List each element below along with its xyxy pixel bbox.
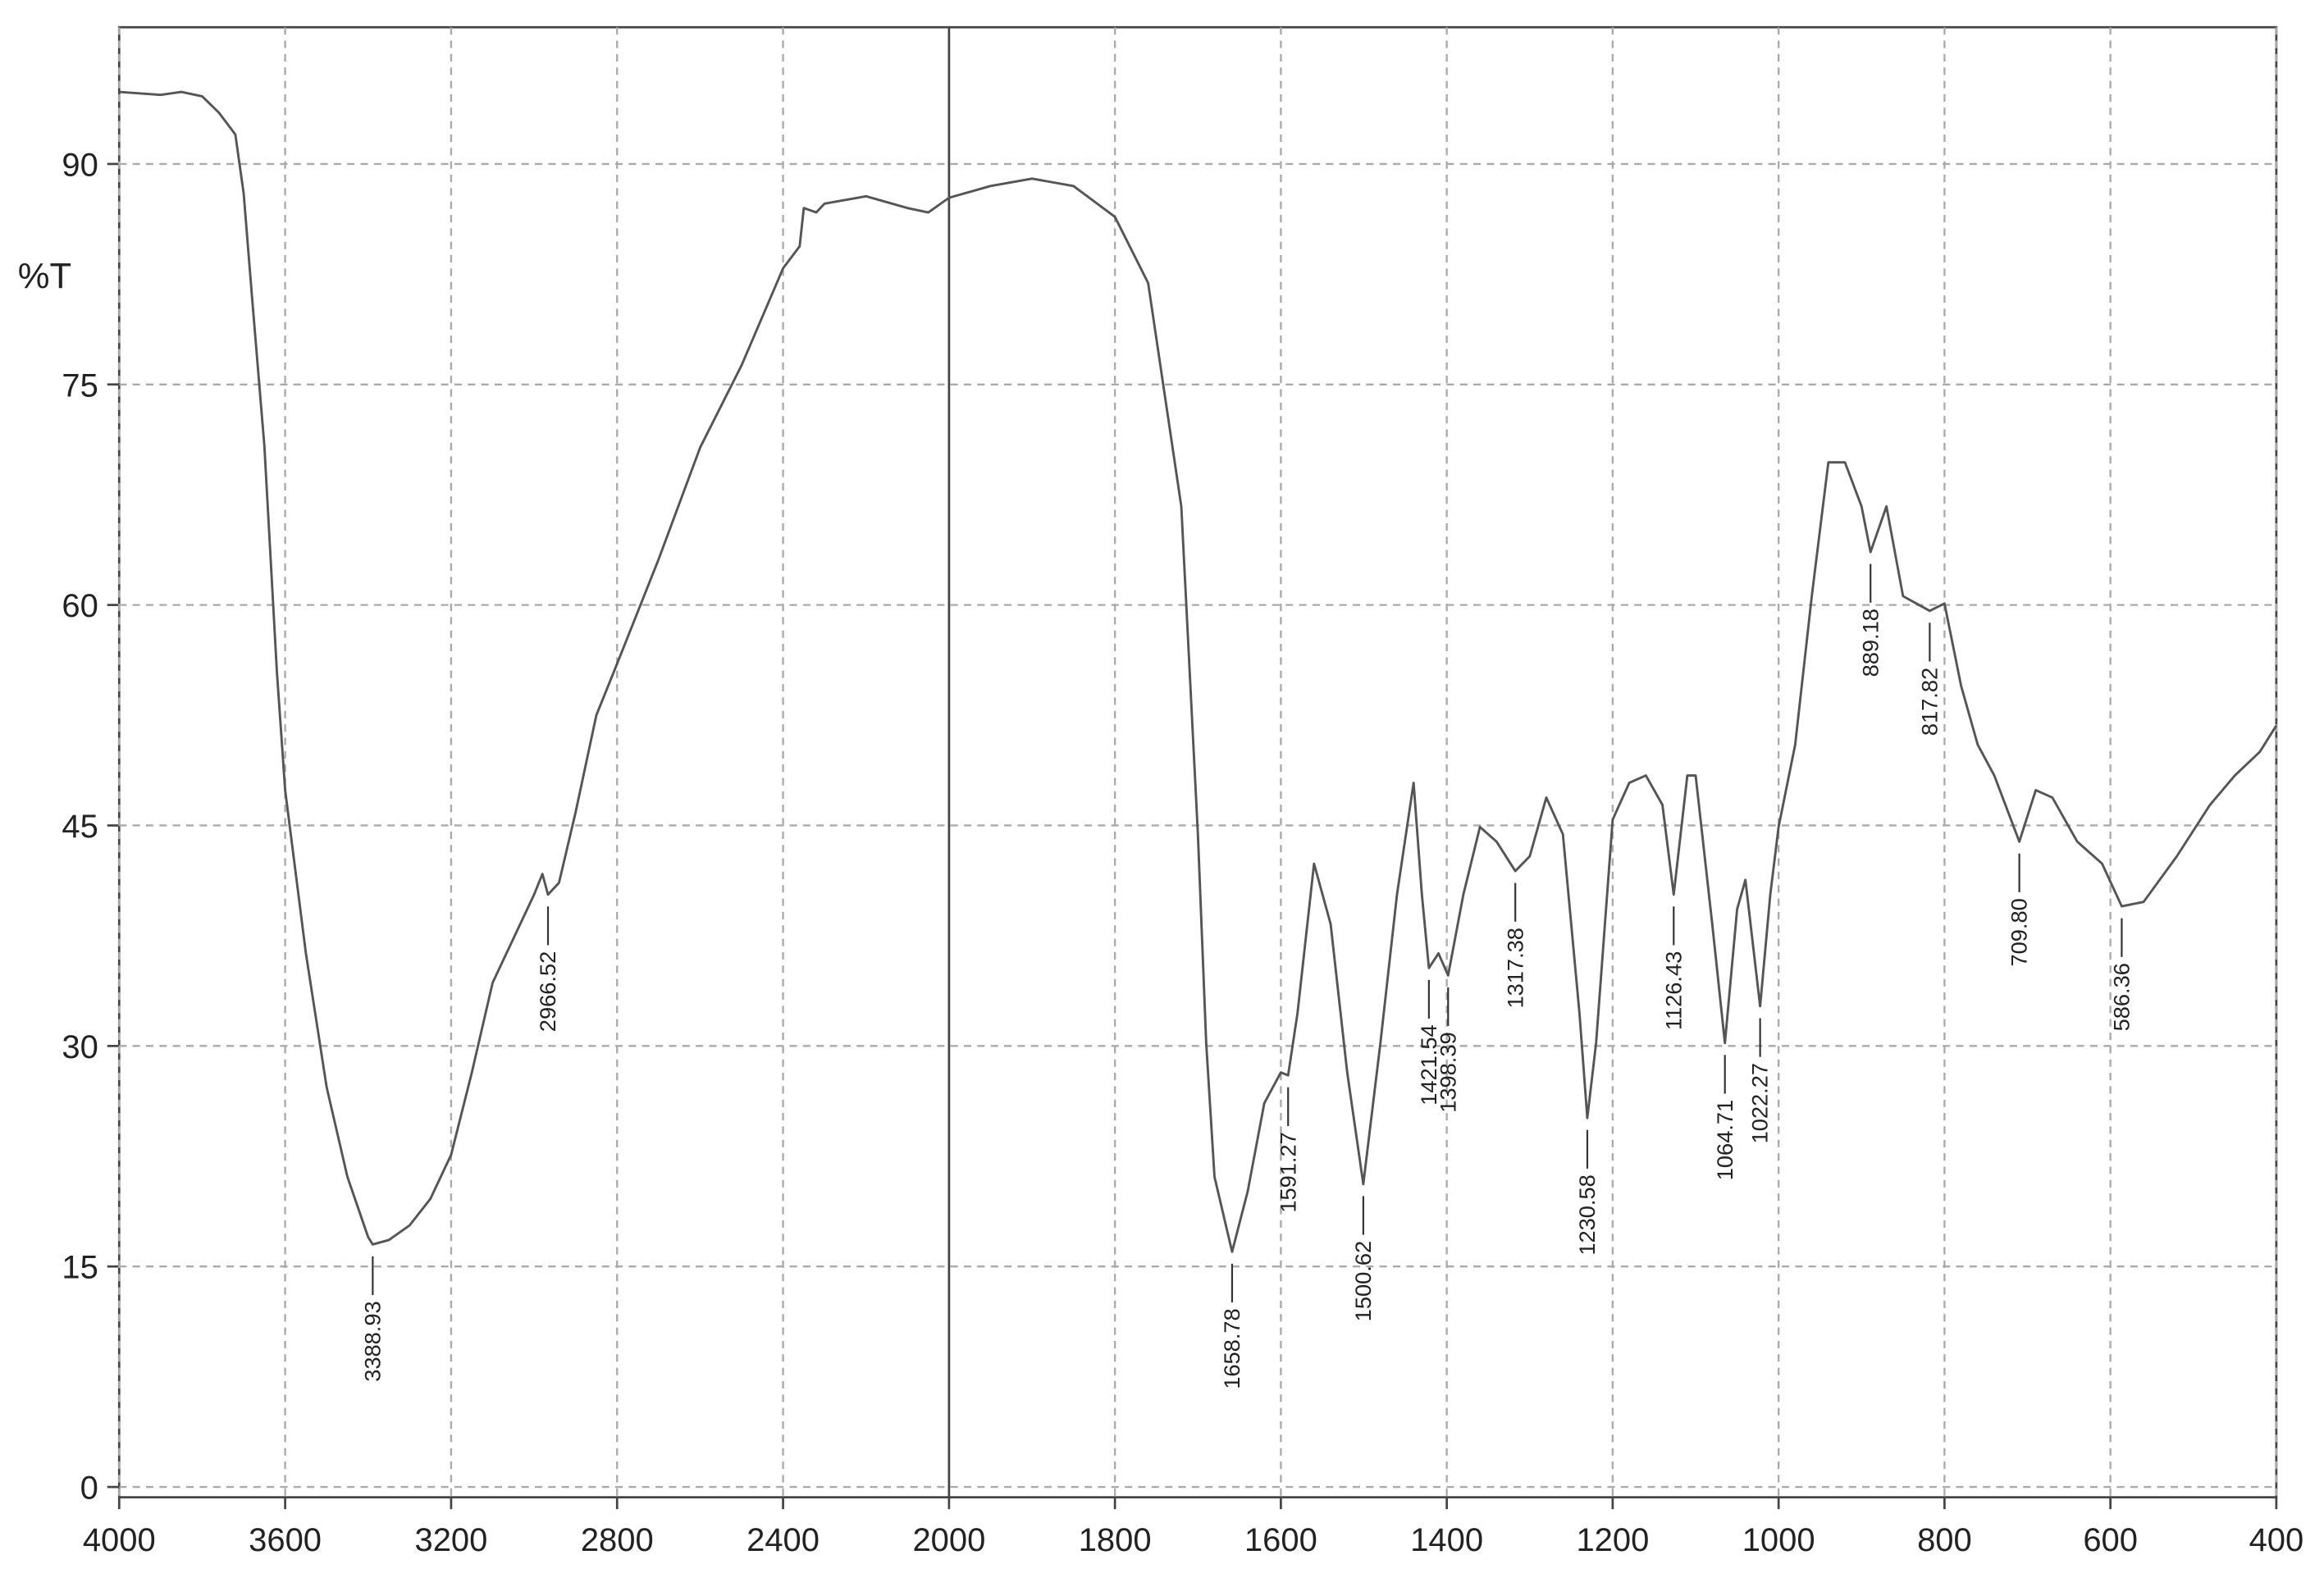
y-tick-label: 0 bbox=[80, 1471, 98, 1507]
plot-frame bbox=[117, 25, 2278, 1498]
peak-label: 1500.62 bbox=[1350, 1241, 1376, 1321]
peak-label: 1591.27 bbox=[1275, 1132, 1300, 1212]
peak-label: 709.80 bbox=[2007, 898, 2032, 966]
peak-label: 1398.39 bbox=[1435, 1032, 1460, 1112]
spectrum-line bbox=[119, 90, 2278, 1253]
x-tick-label: 1800 bbox=[1079, 1522, 1152, 1558]
peak-label: 1064.71 bbox=[1712, 1100, 1737, 1180]
y-tick-label: 60 bbox=[62, 588, 98, 624]
x-tick-label: 1600 bbox=[1244, 1522, 1317, 1558]
peak-label: 889.18 bbox=[1857, 609, 1883, 677]
peak-label: 1022.27 bbox=[1747, 1063, 1773, 1143]
y-tick-label: 90 bbox=[62, 147, 98, 183]
peak-label: 586.36 bbox=[2109, 963, 2135, 1031]
y-tick-label: 75 bbox=[62, 367, 98, 404]
x-tick-label: 2800 bbox=[581, 1522, 654, 1558]
peak-label: 3388.93 bbox=[359, 1301, 385, 1381]
peak-label: 1317.38 bbox=[1502, 928, 1527, 1008]
x-tick-label: 1400 bbox=[1410, 1522, 1483, 1558]
peak-label: 817.82 bbox=[1916, 668, 1942, 736]
y-tick-label: 45 bbox=[62, 809, 98, 845]
peak-label: 1126.43 bbox=[1660, 951, 1686, 1030]
peak-label: 1658.78 bbox=[1219, 1308, 1244, 1389]
x-tick-label: 3200 bbox=[414, 1522, 487, 1558]
peak-label: 2966.52 bbox=[535, 951, 560, 1032]
y-axis-label: %T bbox=[18, 257, 71, 296]
x-tick-label: 1200 bbox=[1576, 1522, 1649, 1558]
x-tick-label: 2000 bbox=[912, 1522, 985, 1558]
peak-label: 1421.54 bbox=[1416, 1024, 1441, 1105]
x-tick-label: 800 bbox=[1917, 1522, 1972, 1558]
x-tick-label: 2400 bbox=[747, 1522, 820, 1558]
y-tick-label: 30 bbox=[62, 1029, 98, 1065]
peak-label: 1230.58 bbox=[1574, 1174, 1600, 1255]
y-tick-label: 15 bbox=[62, 1250, 98, 1286]
x-tick-label: 4000 bbox=[83, 1522, 156, 1558]
x-tick-label: 600 bbox=[2083, 1522, 2138, 1558]
x-tick-label: 400 bbox=[2249, 1522, 2304, 1558]
x-tick-label: 1000 bbox=[1742, 1522, 1815, 1558]
x-tick-label: 3600 bbox=[249, 1522, 322, 1558]
